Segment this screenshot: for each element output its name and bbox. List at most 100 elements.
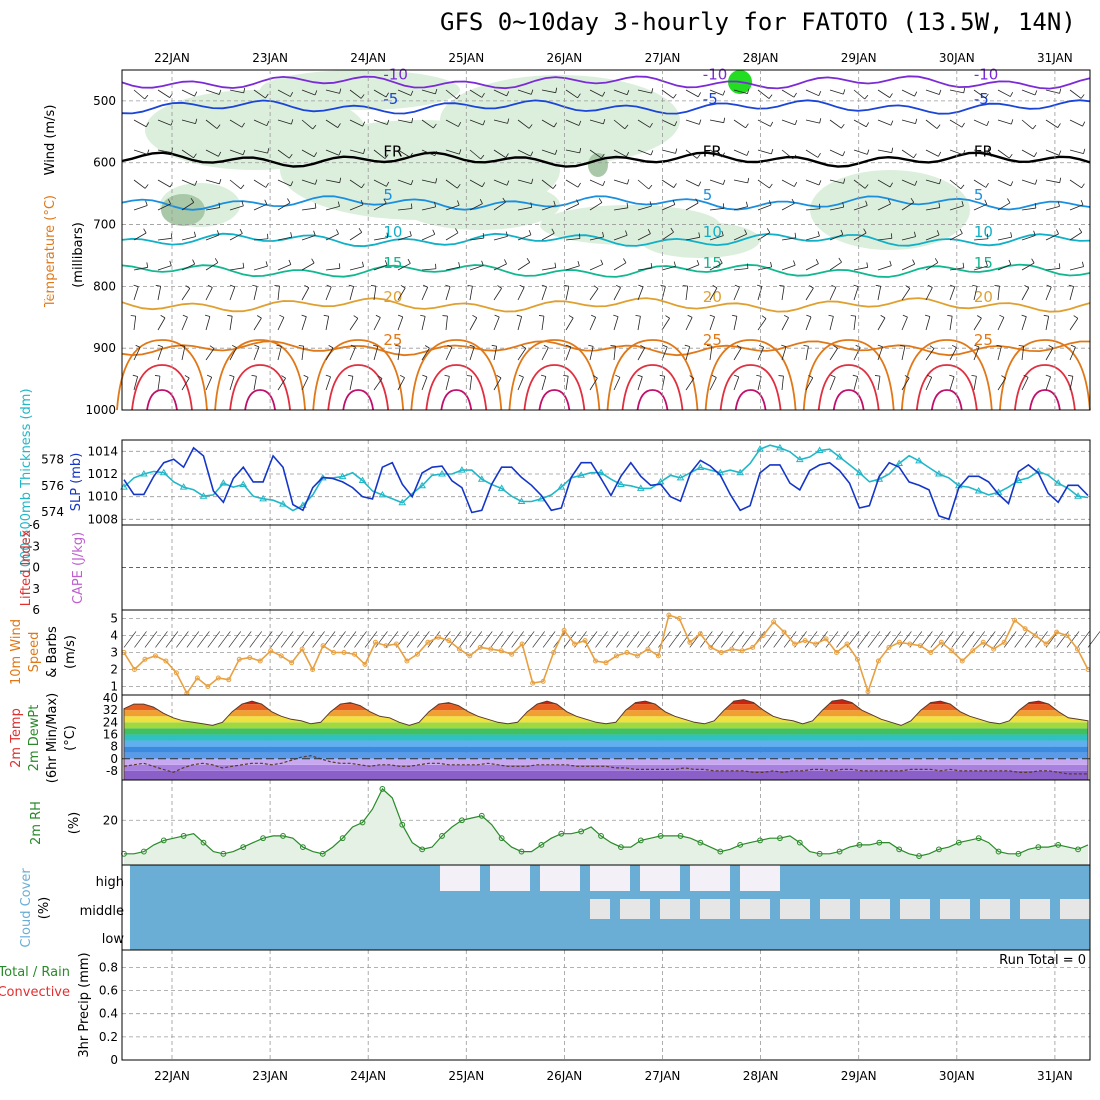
wind-barb-flag (579, 233, 581, 239)
wind-barb (157, 265, 172, 271)
wind-barb-flag (207, 284, 213, 288)
wind-barb-flag (1043, 314, 1049, 317)
wind-barb (181, 288, 191, 301)
rh2m-marker (240, 844, 247, 851)
wind-barb (373, 119, 388, 125)
thickness-marker (497, 484, 506, 491)
isotherm-label: 25 (703, 331, 722, 349)
wind-barb (349, 204, 364, 211)
wind-barb (589, 288, 599, 301)
wind-barb-flag (505, 153, 509, 158)
pressure-tick-label: 1000 (85, 403, 116, 417)
wind-barb-flag (491, 344, 497, 347)
wind-barb (709, 316, 715, 331)
wind-barb (1021, 179, 1036, 185)
wind-barb-flag (745, 123, 749, 129)
cloud-mid-gap (1000, 899, 1010, 919)
wind-barb (157, 203, 171, 211)
wind-barb-flag (265, 93, 269, 99)
wind-barb-flag (407, 258, 411, 264)
rh2m-marker (975, 835, 982, 842)
wind-barb-flag (383, 198, 387, 204)
cloud-high-gap (690, 865, 700, 891)
wind-barb (637, 89, 652, 94)
wind-barb (541, 267, 556, 271)
bottom-day-label: 23JAN (252, 1069, 288, 1083)
wind-barb-flag (358, 227, 363, 233)
wind10-barb (343, 631, 357, 648)
precip-run-total: Run Total = 0 (999, 953, 1086, 968)
wind10-barb (490, 631, 504, 648)
wind-barb (853, 119, 867, 128)
wind-barb-flag (216, 124, 221, 129)
wind-barb (205, 207, 220, 211)
wind10-marker (1054, 629, 1060, 635)
isotherm-30-cell (131, 364, 193, 411)
wind10-marker (268, 648, 274, 654)
wind10-axis-label-1: 10m Wind (9, 619, 24, 685)
wind-barb-flag (507, 118, 510, 124)
wind-barb-flag (410, 179, 414, 185)
wind-barb (445, 266, 460, 271)
wind-barb (541, 232, 555, 241)
wind-barb-flag (303, 374, 309, 378)
thickness-marker (239, 480, 248, 487)
wind-barb (517, 149, 531, 157)
wind-barb (229, 179, 242, 190)
wind10-barb (616, 631, 629, 648)
wind-barb-flag (227, 314, 233, 317)
wind-barb (301, 119, 313, 130)
wind-barb-flag (239, 228, 243, 234)
wind10-barb (542, 631, 556, 648)
isotherm-label: 20 (974, 288, 993, 306)
wind-barb-flag (456, 94, 461, 100)
wind-barb-flag (1073, 315, 1079, 319)
wind10-marker (456, 646, 462, 652)
wind-barb (253, 89, 266, 99)
wind-barb-flag (1033, 152, 1038, 157)
temp2m-tick-label: 16 (103, 727, 118, 741)
wind10-marker (603, 660, 609, 666)
cloud-high-gap (700, 865, 710, 891)
wind10-marker (1064, 633, 1070, 638)
rh2m-line (124, 787, 1089, 857)
wind-barb-flag (435, 88, 438, 94)
wind-barb-flag (733, 374, 739, 378)
wind10-marker (655, 653, 661, 659)
wind-barb-flag (1048, 345, 1054, 349)
wind-barb (757, 204, 772, 211)
wind-barb-flag (674, 121, 678, 127)
thickness-marker (139, 470, 148, 477)
wind-barb (733, 347, 742, 361)
wind-barb-flag (817, 231, 820, 237)
wind-barb-flag (938, 89, 942, 95)
wind-barb (541, 286, 547, 301)
rh-region (810, 170, 970, 250)
isotherm-label: 25 (974, 331, 993, 349)
wind10-marker (896, 639, 902, 645)
isotherm-label: 20 (703, 288, 722, 306)
cloud-mid-gap (910, 899, 920, 919)
temp-band (124, 722, 1088, 729)
wind10-barb (951, 631, 965, 648)
wind-barb (925, 287, 933, 301)
wind10-marker (173, 670, 179, 676)
wind-barb (925, 89, 940, 95)
rh2m-marker (876, 839, 883, 846)
wind-barb (877, 203, 891, 211)
wind10-marker (865, 689, 871, 695)
wind-barb (277, 89, 291, 97)
wind-barb-flag (877, 344, 883, 348)
li-tick-label: -3 (28, 539, 40, 553)
isotherm-35-cell (146, 389, 178, 411)
wind-barb-flag (938, 151, 942, 157)
wind-barb-flag (736, 345, 742, 349)
thickness-marker (935, 470, 943, 477)
wind-barb (685, 119, 700, 125)
wind10-tick-label: 3 (110, 646, 118, 660)
temp2m-tick-label: 8 (110, 740, 118, 754)
wind-barb (637, 179, 649, 190)
cloud-high-gap (570, 865, 580, 891)
wind-barb-flag (289, 153, 293, 159)
wind-barb-flag (959, 228, 963, 234)
